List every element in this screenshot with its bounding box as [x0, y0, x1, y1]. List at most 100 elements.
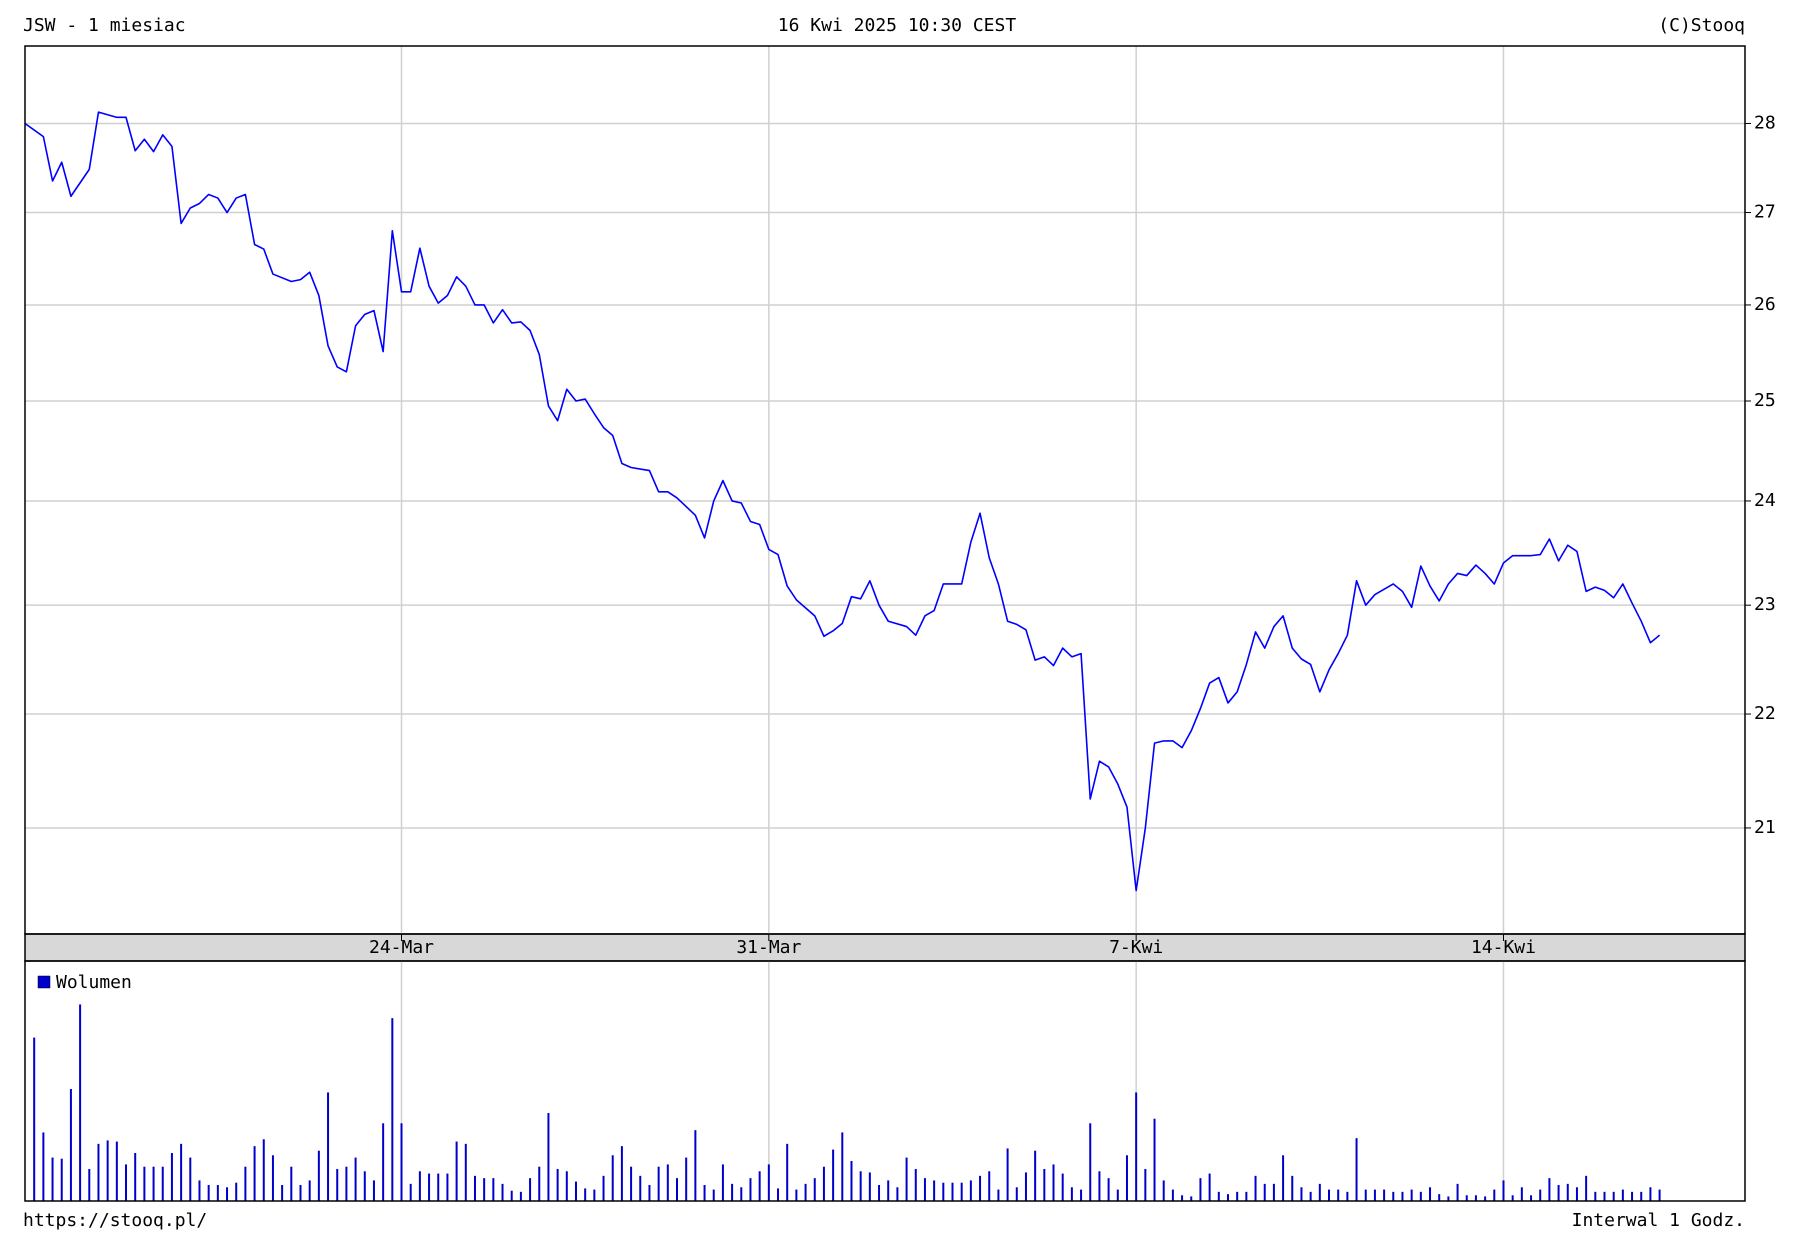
- volume-bar: [1107, 1178, 1110, 1201]
- volume-bar: [740, 1187, 743, 1201]
- volume-bar: [1401, 1191, 1404, 1201]
- x-tick-label: 31-Mar: [736, 937, 801, 958]
- volume-bar: [106, 1140, 109, 1201]
- volume-bar: [79, 1004, 82, 1201]
- volume-bar: [253, 1146, 256, 1201]
- volume-bar: [721, 1164, 724, 1201]
- volume-bar: [1429, 1187, 1432, 1201]
- volume-bar: [492, 1178, 495, 1201]
- volume-bar: [372, 1180, 375, 1201]
- volume-bar: [1465, 1195, 1468, 1201]
- volume-bar: [859, 1171, 862, 1201]
- volume-bar: [1631, 1191, 1634, 1201]
- volume-bar: [1603, 1191, 1606, 1201]
- volume-bar: [1566, 1183, 1569, 1201]
- volume-bar: [1530, 1195, 1533, 1201]
- volume-bar: [813, 1178, 816, 1201]
- volume-bar: [189, 1157, 192, 1201]
- volume-bar: [997, 1189, 1000, 1201]
- volume-bar: [180, 1143, 183, 1201]
- volume-bar: [758, 1171, 761, 1201]
- volume-bar: [391, 1018, 394, 1201]
- volume-bar: [538, 1166, 541, 1201]
- volume-bar: [1254, 1175, 1257, 1201]
- volume-bar: [942, 1182, 945, 1201]
- volume-bar: [125, 1164, 128, 1201]
- volume-bar: [1052, 1164, 1055, 1201]
- volume-bar: [832, 1149, 835, 1201]
- volume-bar: [60, 1158, 63, 1201]
- volume-bar: [1272, 1183, 1275, 1201]
- volume-bar: [235, 1182, 238, 1201]
- volume-bar: [1171, 1189, 1174, 1201]
- volume-bar: [593, 1189, 596, 1201]
- volume-bar: [446, 1173, 449, 1201]
- volume-bar: [1199, 1178, 1202, 1201]
- volume-bar: [1162, 1180, 1165, 1201]
- volume-bar: [1043, 1169, 1046, 1201]
- volume-bar: [1355, 1138, 1358, 1201]
- volume-bar: [290, 1166, 293, 1201]
- volume-bar: [1383, 1189, 1386, 1201]
- volume-bar: [1300, 1187, 1303, 1201]
- volume-bar: [216, 1185, 219, 1201]
- volume-bar: [1438, 1194, 1441, 1201]
- volume-bar: [630, 1166, 633, 1201]
- volume-bar: [152, 1166, 155, 1201]
- volume-bar: [923, 1178, 926, 1201]
- volume-bar: [1291, 1175, 1294, 1201]
- volume-bar: [97, 1143, 100, 1201]
- volume-bar: [1410, 1189, 1413, 1201]
- x-tick-label: 24-Mar: [369, 937, 434, 958]
- volume-bar: [960, 1182, 963, 1201]
- volume-bar: [1484, 1196, 1487, 1201]
- volume-bar: [767, 1164, 770, 1201]
- volume-bar: [1346, 1191, 1349, 1201]
- volume-bar: [1015, 1187, 1018, 1201]
- volume-bar: [1098, 1171, 1101, 1201]
- volume-bar: [115, 1141, 118, 1201]
- y-tick-label: 25: [1754, 390, 1776, 411]
- volume-bar: [363, 1171, 366, 1201]
- volume-bar: [685, 1157, 688, 1201]
- volume-bar: [1364, 1189, 1367, 1201]
- volume-bar: [1548, 1178, 1551, 1201]
- volume-bar: [565, 1171, 568, 1201]
- volume-bar: [428, 1173, 431, 1201]
- y-tick-label: 21: [1754, 817, 1776, 838]
- volume-bar: [33, 1037, 36, 1201]
- volume-bar: [529, 1178, 532, 1201]
- volume-bar: [1640, 1191, 1643, 1201]
- chart-subtitle: 16 Kwi 2025 10:30 CEST: [778, 15, 1017, 36]
- volume-bar: [878, 1185, 881, 1201]
- volume-bar: [731, 1183, 734, 1201]
- chart-title: JSW - 1 miesiac: [23, 15, 186, 36]
- y-tick-label: 22: [1754, 703, 1776, 724]
- volume-bar: [749, 1178, 752, 1201]
- volume-bar: [1245, 1191, 1248, 1201]
- volume-bar: [777, 1188, 780, 1201]
- volume-bar: [1144, 1169, 1147, 1201]
- volume-bar: [400, 1123, 403, 1201]
- volume-bar: [1226, 1194, 1229, 1201]
- volume-bar: [1658, 1189, 1661, 1201]
- volume-bar: [1594, 1191, 1597, 1201]
- volume-bar: [1309, 1191, 1312, 1201]
- volume-bar: [1328, 1189, 1331, 1201]
- price-line: [24, 111, 1661, 892]
- volume-bar: [1070, 1187, 1073, 1201]
- legend-swatch: [37, 975, 51, 989]
- volume-bar: [464, 1143, 467, 1201]
- volume-bar: [1502, 1180, 1505, 1201]
- volume-bar: [556, 1169, 559, 1201]
- volume-bar: [547, 1113, 550, 1201]
- volume-bar: [1520, 1187, 1523, 1201]
- volume-bar: [951, 1182, 954, 1201]
- volume-bar: [1493, 1189, 1496, 1201]
- panel-frame: [24, 45, 1746, 935]
- volume-bar: [905, 1157, 908, 1201]
- volume-bar: [1392, 1191, 1395, 1201]
- volume-bar: [584, 1188, 587, 1201]
- volume-bar: [226, 1187, 229, 1201]
- volume-bar: [620, 1146, 623, 1201]
